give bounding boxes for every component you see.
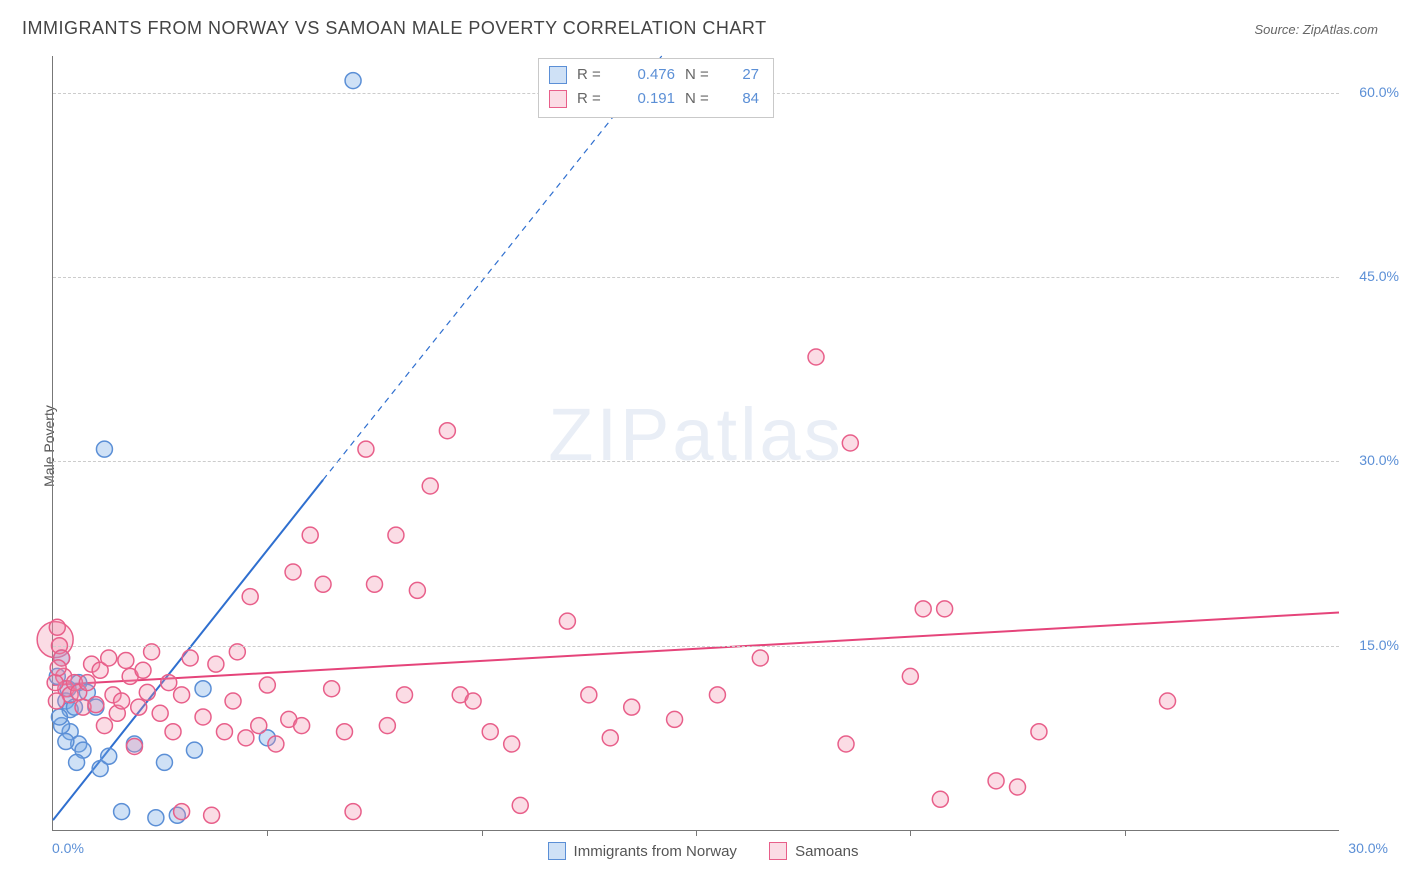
x-tick-mark	[482, 830, 483, 836]
gridline-h	[53, 461, 1339, 462]
gridline-h	[53, 646, 1339, 647]
n-value-pink: 84	[729, 87, 759, 111]
x-tick-mark	[910, 830, 911, 836]
x-tick-mark	[696, 830, 697, 836]
source-attribution: Source: ZipAtlas.com	[1254, 22, 1378, 37]
n-value-blue: 27	[729, 63, 759, 87]
r-label: R =	[577, 87, 611, 111]
y-tick-label: 15.0%	[1344, 637, 1399, 653]
x-tick-mark	[267, 830, 268, 836]
chart-title: IMMIGRANTS FROM NORWAY VS SAMOAN MALE PO…	[22, 18, 767, 39]
scatter-svg	[53, 56, 1339, 830]
r-value-pink: 0.191	[621, 87, 675, 111]
correlation-legend: R = 0.476 N = 27 R = 0.191 N = 84	[538, 58, 774, 118]
legend-row-pink: R = 0.191 N = 84	[549, 87, 759, 111]
swatch-blue	[548, 842, 566, 860]
legend-item-pink: Samoans	[769, 842, 858, 860]
y-tick-label: 30.0%	[1344, 452, 1399, 468]
legend-row-blue: R = 0.476 N = 27	[549, 63, 759, 87]
y-tick-label: 60.0%	[1344, 84, 1399, 100]
plot-area: ZIPatlas 15.0%30.0%45.0%60.0%	[52, 56, 1339, 831]
source-link[interactable]: ZipAtlas.com	[1303, 22, 1378, 37]
swatch-pink	[549, 90, 567, 108]
n-label: N =	[685, 63, 719, 87]
source-prefix: Source:	[1254, 22, 1302, 37]
swatch-blue	[549, 66, 567, 84]
n-label: N =	[685, 87, 719, 111]
r-label: R =	[577, 63, 611, 87]
series-legend: Immigrants from Norway Samoans	[0, 842, 1406, 864]
gridline-h	[53, 277, 1339, 278]
legend-item-blue: Immigrants from Norway	[548, 842, 737, 860]
legend-label-pink: Samoans	[795, 843, 858, 860]
x-tick-mark	[1125, 830, 1126, 836]
legend-label-blue: Immigrants from Norway	[574, 843, 737, 860]
swatch-pink	[769, 842, 787, 860]
r-value-blue: 0.476	[621, 63, 675, 87]
y-tick-label: 45.0%	[1344, 268, 1399, 284]
